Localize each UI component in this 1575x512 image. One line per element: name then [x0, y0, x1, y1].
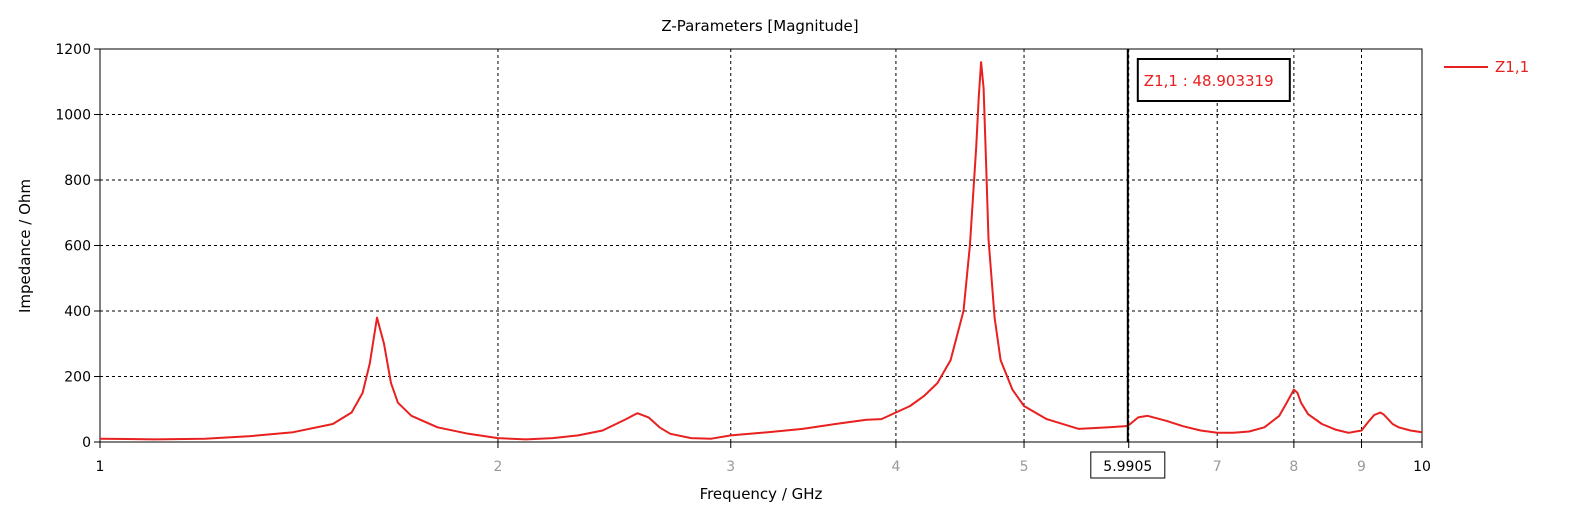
marker-readout-label: Z1,1 : 48.903319 [1144, 72, 1274, 90]
x-tick-label: 7 [1213, 459, 1222, 475]
x-tick-label: 10 [1413, 459, 1431, 475]
x-tick-label: 4 [891, 459, 900, 475]
series-layer [99, 61, 1423, 441]
marker-x-label: 5.9905 [1103, 459, 1152, 475]
y-tick-label: 1200 [55, 42, 91, 58]
y-tick-label: 200 [64, 370, 91, 386]
chart-title: Z-Parameters [Magnitude] [661, 17, 858, 35]
y-axis: 0 200 400 600 800 1000 1200 [55, 42, 100, 451]
marker-readout-box [1136, 58, 1291, 102]
x-tick-label: 8 [1289, 459, 1298, 475]
y-tick-label: 600 [64, 239, 91, 255]
x-tick-label: 5 [1020, 459, 1029, 475]
x-tick-label: 2 [494, 459, 503, 475]
y-axis-label: Impedance / Ohm [16, 179, 34, 313]
x-tick-label: 3 [726, 459, 735, 475]
marker-x-box [1090, 451, 1166, 479]
legend[interactable]: Z1,1 [1444, 58, 1529, 76]
series-line-z11[interactable] [99, 61, 1423, 441]
marker[interactable]: Z1,1 : 48.903319 5.9905 [1090, 49, 1291, 479]
x-tick-label: 9 [1357, 459, 1366, 475]
legend-entry-z11[interactable]: Z1,1 [1495, 58, 1529, 76]
grid-lines [100, 49, 1422, 442]
x-tick-label: 1 [96, 459, 105, 475]
y-tick-label: 0 [82, 435, 91, 451]
y-tick-label: 1000 [55, 108, 91, 124]
x-axis: 1 2 3 4 5 7 8 9 10 [96, 442, 1431, 475]
x-axis-label: Frequency / GHz [700, 485, 823, 503]
y-tick-label: 800 [64, 173, 91, 189]
y-tick-label: 400 [64, 304, 91, 320]
